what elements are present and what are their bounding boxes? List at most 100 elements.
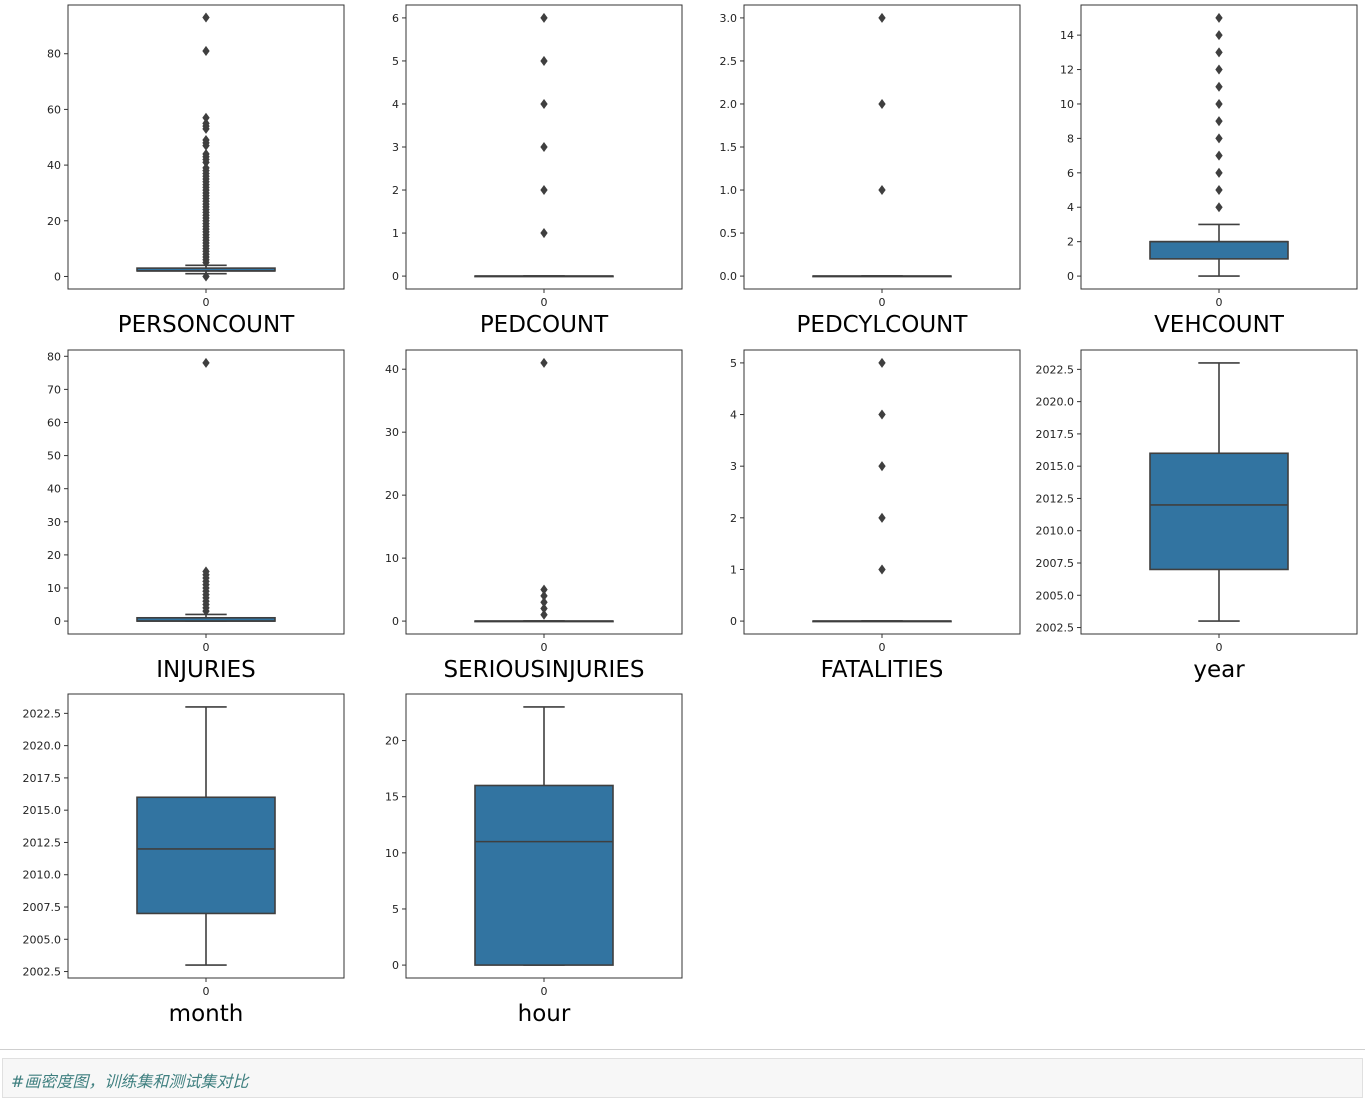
x-tick-label: 0 xyxy=(541,641,548,654)
outlier-point xyxy=(1215,133,1223,144)
x-axis-label: PEDCOUNT xyxy=(480,312,609,338)
outlier-point xyxy=(1215,47,1223,58)
x-axis-label: month xyxy=(169,1001,244,1027)
y-tick-label: 2017.5 xyxy=(1036,428,1075,441)
y-tick-label: 2015.0 xyxy=(1036,460,1075,473)
y-tick-label: 2007.5 xyxy=(23,901,62,914)
y-tick-label: 10 xyxy=(47,582,61,595)
subplot-injuries: 0 10 20 30 40 50 60 70 80 0 INJURIES xyxy=(47,349,345,683)
y-tick-label: 50 xyxy=(47,450,61,463)
y-tick-label: 2005.0 xyxy=(1036,589,1075,602)
y-tick-label: 5 xyxy=(392,903,399,916)
outlier-point xyxy=(878,512,886,523)
boxplot-figure: 0204060800PERSONCOUNT01234560PEDCOUNT0.0… xyxy=(23,4,1358,1027)
axes-frame xyxy=(743,4,1021,290)
y-tick-label: 70 xyxy=(47,383,61,396)
y-tick-label: 40 xyxy=(385,363,399,376)
y-tick-label: 4 xyxy=(1067,201,1074,214)
y-tick-label: 0.5 xyxy=(720,227,738,240)
y-tick-label: 8 xyxy=(1067,132,1074,145)
outlier-point xyxy=(1215,81,1223,92)
y-tick-label: 3.0 xyxy=(720,12,738,25)
iqr-box xyxy=(136,796,276,915)
outlier-point xyxy=(202,118,210,129)
cell-divider xyxy=(0,1049,1365,1050)
outlier-point xyxy=(540,357,548,368)
y-tick-label: 2005.0 xyxy=(23,933,62,946)
x-tick-label: 0 xyxy=(203,985,210,998)
y-tick-label: 2002.5 xyxy=(1036,622,1075,635)
y-tick-label: 2.0 xyxy=(720,98,738,111)
y-tick-label: 30 xyxy=(385,426,399,439)
y-tick-label: 2 xyxy=(730,512,737,525)
y-tick-label: 1.5 xyxy=(720,141,738,154)
outlier-point xyxy=(202,135,210,146)
y-tick-label: 20 xyxy=(385,735,399,748)
outlier-point xyxy=(540,609,548,620)
y-tick-label: 60 xyxy=(47,103,61,116)
y-tick-label: 30 xyxy=(47,516,61,529)
y-tick-label: 2.5 xyxy=(720,55,738,68)
y-tick-label: 0 xyxy=(54,270,61,283)
y-tick-label: 2020.0 xyxy=(23,740,62,753)
outlier-point xyxy=(202,12,210,23)
outlier-point xyxy=(202,271,210,282)
iqr-box xyxy=(1149,452,1289,571)
outlier-point xyxy=(540,228,548,239)
y-tick-label: 2012.5 xyxy=(1036,492,1075,505)
y-tick-label: 2022.5 xyxy=(23,707,62,720)
y-tick-label: 10 xyxy=(1060,98,1074,111)
y-tick-label: 14 xyxy=(1060,29,1074,42)
subplot-year: 2002.5 2005.0 2007.5 2010.0 2012.5 2015.0 2017… xyxy=(1036,349,1358,683)
y-tick-label: 10 xyxy=(385,552,399,565)
subplot-pedcount: 0 1 2 3 4 5 6 0 PEDCOUNT xyxy=(392,4,683,338)
outlier-point xyxy=(878,12,886,23)
outlier-point xyxy=(540,603,548,614)
x-axis-label: hour xyxy=(518,1001,571,1027)
subplot-fatalities: 0 1 2 3 4 5 0 FATALITIES xyxy=(730,349,1021,683)
y-tick-label: 5 xyxy=(392,55,399,68)
outlier-point xyxy=(202,357,210,368)
y-tick-label: 0 xyxy=(54,615,61,628)
y-tick-label: 0 xyxy=(1067,270,1074,283)
x-axis-label: year xyxy=(1193,657,1245,683)
y-tick-label: 0 xyxy=(392,959,399,972)
outlier-point xyxy=(878,409,886,420)
x-axis-label: PEDCYLCOUNT xyxy=(797,312,969,338)
y-tick-label: 60 xyxy=(47,416,61,429)
outlier-point xyxy=(540,584,548,595)
outlier-point xyxy=(202,112,210,123)
x-tick-label: 0 xyxy=(203,296,210,309)
outlier-point xyxy=(540,590,548,601)
x-tick-label: 0 xyxy=(541,296,548,309)
y-tick-label: 1 xyxy=(392,227,399,240)
x-tick-label: 0 xyxy=(541,985,548,998)
y-tick-label: 2022.5 xyxy=(1036,363,1075,376)
y-tick-label: 20 xyxy=(47,549,61,562)
y-tick-label: 2007.5 xyxy=(1036,557,1075,570)
outlier-point xyxy=(202,148,210,159)
x-axis-label: FATALITIES xyxy=(821,657,944,683)
code-comment: #画密度图，训练集和测试集对比 xyxy=(11,1072,249,1091)
y-tick-label: 0 xyxy=(730,615,737,628)
outlier-point xyxy=(202,162,210,173)
iqr-box xyxy=(474,784,614,966)
x-tick-label: 0 xyxy=(203,641,210,654)
y-tick-label: 20 xyxy=(47,215,61,228)
outlier-point xyxy=(540,55,548,66)
y-tick-label: 80 xyxy=(47,350,61,363)
y-tick-label: 2017.5 xyxy=(23,772,62,785)
x-axis-label: VEHCOUNT xyxy=(1154,312,1285,338)
y-tick-label: 5 xyxy=(730,357,737,370)
y-tick-label: 40 xyxy=(47,159,61,172)
outlier-point xyxy=(1215,185,1223,196)
y-tick-label: 1 xyxy=(730,563,737,576)
outlier-point xyxy=(1215,64,1223,75)
subplot-month: 2002.5 2005.0 2007.5 2010.0 2012.5 2015.0 2017… xyxy=(23,693,345,1027)
outlier-point xyxy=(878,461,886,472)
outlier-point xyxy=(540,141,548,153)
outlier-point xyxy=(878,185,886,196)
y-tick-label: 2012.5 xyxy=(23,836,62,849)
code-cell[interactable]: #画密度图，训练集和测试集对比 xyxy=(2,1058,1363,1098)
outlier-point xyxy=(540,98,548,109)
